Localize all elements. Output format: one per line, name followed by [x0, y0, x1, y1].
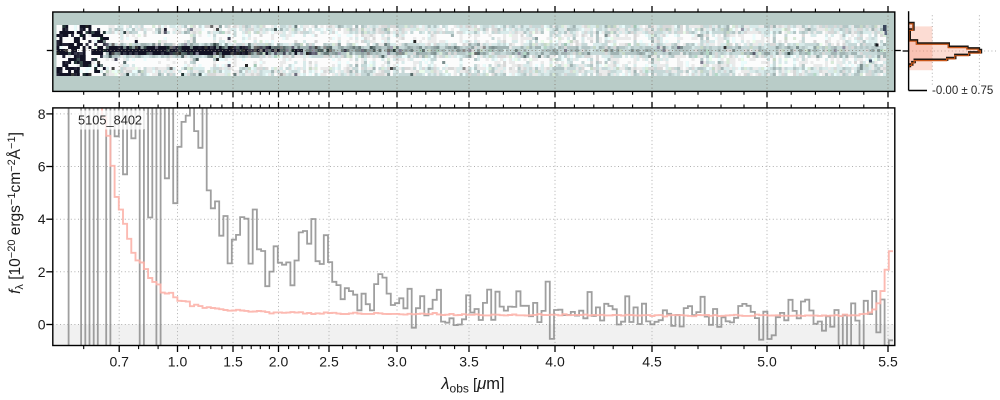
svg-text:3.0: 3.0: [387, 354, 407, 370]
svg-text:8: 8: [38, 106, 46, 122]
svg-text:5105_8402: 5105_8402: [78, 113, 142, 128]
svg-text:1.0: 1.0: [168, 354, 188, 370]
svg-text:3.5: 3.5: [459, 354, 479, 370]
svg-text:fλ [10−20 ergs−1cm−2Å−1]: fλ [10−20 ergs−1cm−2Å−1]: [6, 132, 26, 294]
svg-text:4.0: 4.0: [545, 354, 565, 370]
svg-text:λobs [μm]: λobs [μm]: [440, 375, 504, 396]
svg-text:-0.00 ± 0.75: -0.00 ± 0.75: [932, 85, 993, 97]
svg-text:2.5: 2.5: [319, 354, 339, 370]
svg-text:4: 4: [38, 211, 46, 227]
svg-text:2: 2: [38, 264, 46, 280]
svg-text:6: 6: [38, 159, 46, 175]
svg-text:2.0: 2.0: [269, 354, 289, 370]
svg-text:5.0: 5.0: [757, 354, 777, 370]
svg-text:4.5: 4.5: [642, 354, 662, 370]
svg-text:0: 0: [38, 317, 46, 333]
svg-text:5.5: 5.5: [878, 354, 898, 370]
svg-text:1.5: 1.5: [223, 354, 243, 370]
svg-text:0.7: 0.7: [109, 354, 129, 370]
